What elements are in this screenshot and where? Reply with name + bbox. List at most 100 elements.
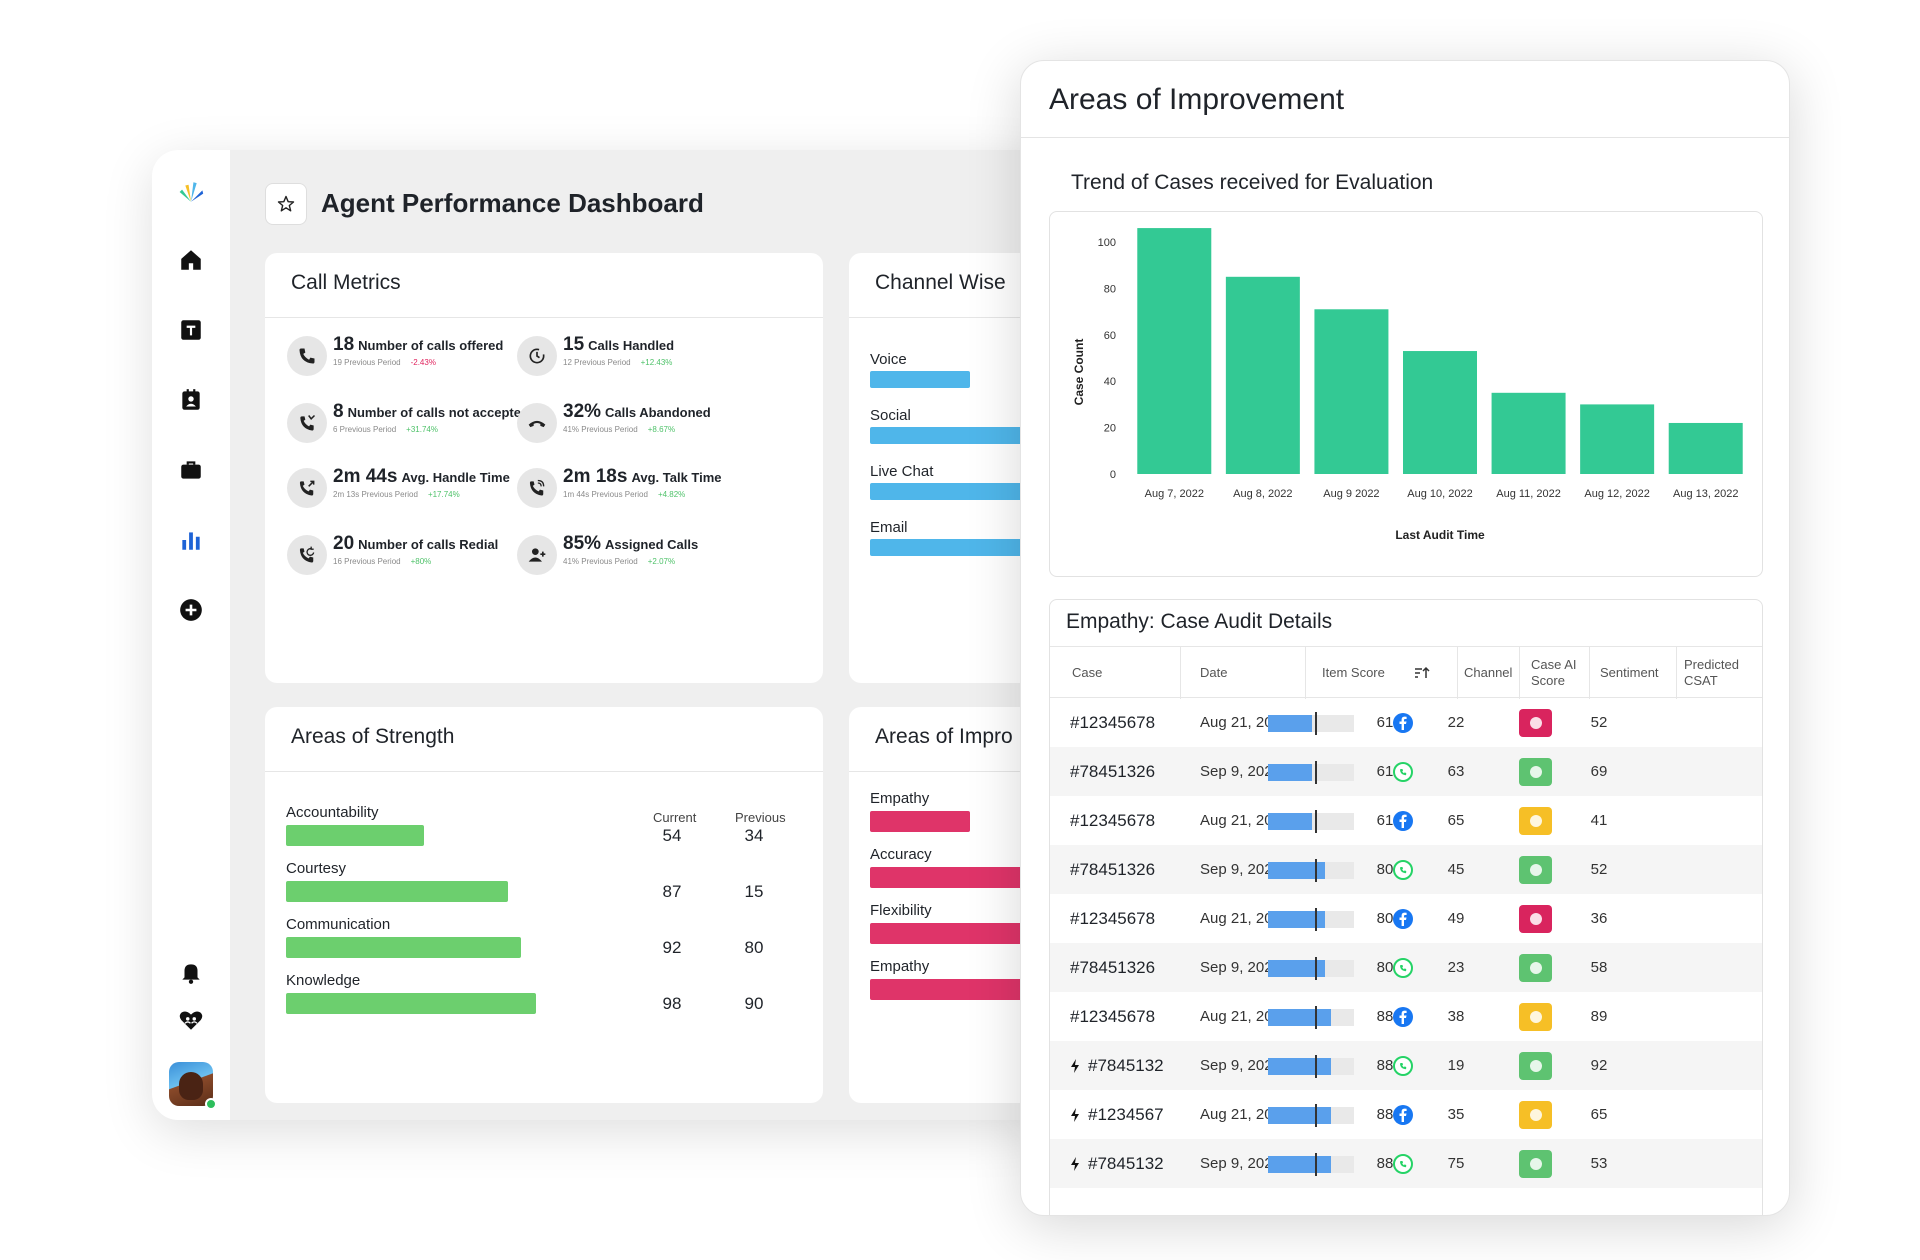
case-id-cell[interactable]: #12345678	[1070, 992, 1155, 1041]
clock-icon	[517, 336, 557, 376]
predicted-csat-cell: 36	[1590, 910, 1608, 927]
strength-bar	[286, 937, 521, 958]
avatar[interactable]	[169, 1062, 217, 1110]
bar-chart-icon[interactable]	[175, 524, 207, 556]
redial-icon	[287, 535, 327, 575]
add-circle-icon[interactable]	[175, 594, 207, 626]
sentiment-face-icon	[1529, 913, 1542, 925]
case-id-cell[interactable]: #78451326	[1070, 943, 1155, 992]
predicted-csat-cell: 52	[1590, 861, 1608, 878]
metric-label: Number of calls Redial	[358, 537, 499, 552]
y-tick-label: 60	[1104, 330, 1116, 342]
case-id-cell[interactable]: #12345678	[1070, 894, 1155, 943]
online-status-dot	[205, 1098, 217, 1110]
chart-bar[interactable]	[1580, 404, 1655, 474]
item-score-fill	[1268, 1058, 1331, 1075]
whatsapp-icon[interactable]	[1393, 1154, 1413, 1174]
table-row[interactable]: #7845132 Sep 9, 2022 88 75 53	[1050, 1139, 1762, 1188]
strength-bar	[286, 825, 424, 846]
table-row[interactable]: #12345678 Aug 21, 2022 88 38 89	[1050, 992, 1762, 1041]
case-id-cell[interactable]: #12345678	[1070, 796, 1155, 845]
chart-bar[interactable]	[1137, 228, 1212, 474]
table-row[interactable]: #78451326 Sep 9, 2022 80 23 58	[1050, 943, 1762, 992]
column-divider	[1589, 647, 1590, 699]
whatsapp-icon[interactable]	[1393, 860, 1413, 880]
star-icon	[277, 195, 295, 212]
contact-card-icon[interactable]	[175, 384, 207, 416]
facebook-icon[interactable]	[1393, 1105, 1413, 1125]
item-score-value: 88	[1376, 1155, 1394, 1172]
header-sentiment[interactable]: Sentiment	[1600, 665, 1659, 680]
facebook-icon[interactable]	[1393, 909, 1413, 929]
case-id-cell[interactable]: #78451326	[1070, 845, 1155, 894]
x-tick-label: Aug 12, 2022	[1584, 488, 1649, 500]
table-row[interactable]: #1234567 Aug 21, 2022 88 35 65	[1050, 1090, 1762, 1139]
home-icon[interactable]	[175, 244, 207, 276]
header-case-ai-score[interactable]: Case AI Score	[1531, 657, 1577, 688]
header-predicted-csat[interactable]: Predicted CSAT	[1684, 657, 1739, 688]
sentiment-badge	[1519, 905, 1552, 933]
table-row[interactable]: #7845132 Sep 9, 2022 88 19 92	[1050, 1041, 1762, 1090]
table-row[interactable]: #78451326 Sep 9, 2022 61 63 69	[1050, 747, 1762, 796]
metric-number: 15	[563, 334, 585, 355]
metric-tile: 20 Number of calls Redial 16 Previous Peri…	[287, 533, 557, 583]
case-id-cell[interactable]: #12345678	[1070, 698, 1155, 747]
facebook-icon[interactable]	[1393, 811, 1413, 831]
item-score-value: 80	[1376, 910, 1394, 927]
chart-bar[interactable]	[1668, 422, 1743, 474]
previous-value: 90	[744, 994, 764, 1013]
metric-tile: 2m 44s Avg. Handle Time 2m 13s Previous Pe…	[287, 466, 557, 516]
channel-wise-title: Channel Wise	[875, 271, 1006, 294]
item-score-bar	[1268, 1006, 1354, 1029]
favorite-button[interactable]	[265, 183, 307, 225]
phone-icon	[287, 336, 327, 376]
header-item-score[interactable]: Item Score	[1322, 665, 1385, 680]
predicted-csat-cell: 53	[1590, 1155, 1608, 1172]
y-tick-label: 40	[1104, 376, 1116, 388]
x-tick-label: Aug 13, 2022	[1673, 488, 1738, 500]
text-icon[interactable]	[175, 314, 207, 346]
chart-bar[interactable]	[1403, 351, 1477, 474]
metric-value: 32% Calls Abandoned	[563, 401, 711, 423]
table-row[interactable]: #12345678 Aug 21, 2022 61 65 41	[1050, 796, 1762, 845]
predicted-csat-cell: 69	[1590, 763, 1608, 780]
case-id-cell[interactable]: #7845132	[1070, 1041, 1164, 1090]
date-cell: Aug 21, 2022	[1200, 1106, 1290, 1123]
whatsapp-icon[interactable]	[1393, 762, 1413, 782]
chart-bar[interactable]	[1314, 309, 1389, 474]
date-cell: Aug 21, 2022	[1200, 812, 1290, 829]
sentiment-badge	[1519, 807, 1552, 835]
facebook-icon[interactable]	[1393, 713, 1413, 733]
logo-icon[interactable]	[175, 176, 207, 208]
header-case[interactable]: Case	[1072, 665, 1103, 680]
case-id-cell[interactable]: #78451326	[1070, 747, 1155, 796]
metric-previous: 41% Previous Period +2.07%	[563, 557, 675, 566]
table-row[interactable]: #12345678 Aug 21, 2022 80 49 36	[1050, 894, 1762, 943]
whatsapp-icon[interactable]	[1393, 1056, 1413, 1076]
briefcase-icon[interactable]	[175, 454, 207, 486]
heart-people-icon[interactable]	[175, 1004, 207, 1036]
table-row[interactable]: #12345678 Aug 21, 2022 61 22 52	[1050, 698, 1762, 747]
case-ai-score-cell: 19	[1447, 1057, 1465, 1074]
bell-icon[interactable]	[175, 956, 207, 988]
whatsapp-icon[interactable]	[1393, 958, 1413, 978]
channel-bar	[870, 539, 1052, 556]
metric-tile: 2m 18s Avg. Talk Time 1m 44s Previous Peri…	[517, 466, 787, 516]
facebook-icon[interactable]	[1393, 1007, 1413, 1027]
improvement-bar	[870, 811, 970, 832]
sentiment-badge	[1519, 856, 1552, 884]
table-row[interactable]: #78451326 Sep 9, 2022 80 45 52	[1050, 845, 1762, 894]
chart-bar[interactable]	[1491, 392, 1566, 474]
header-date[interactable]: Date	[1200, 665, 1228, 680]
metric-change: -2.43%	[410, 358, 436, 367]
metric-previous: 41% Previous Period +8.67%	[563, 425, 675, 434]
chart-bar[interactable]	[1225, 276, 1300, 474]
item-score-bar	[1268, 1104, 1354, 1127]
sort-icon[interactable]	[1414, 647, 1430, 699]
case-id-cell[interactable]: #7845132	[1070, 1139, 1164, 1188]
case-id-cell[interactable]: #1234567	[1070, 1090, 1164, 1139]
header-channel[interactable]: Channel	[1464, 665, 1513, 680]
date-cell: Aug 21, 2022	[1200, 714, 1290, 731]
case-id: #78451326	[1070, 859, 1156, 879]
strength-label: Knowledge	[286, 972, 361, 989]
